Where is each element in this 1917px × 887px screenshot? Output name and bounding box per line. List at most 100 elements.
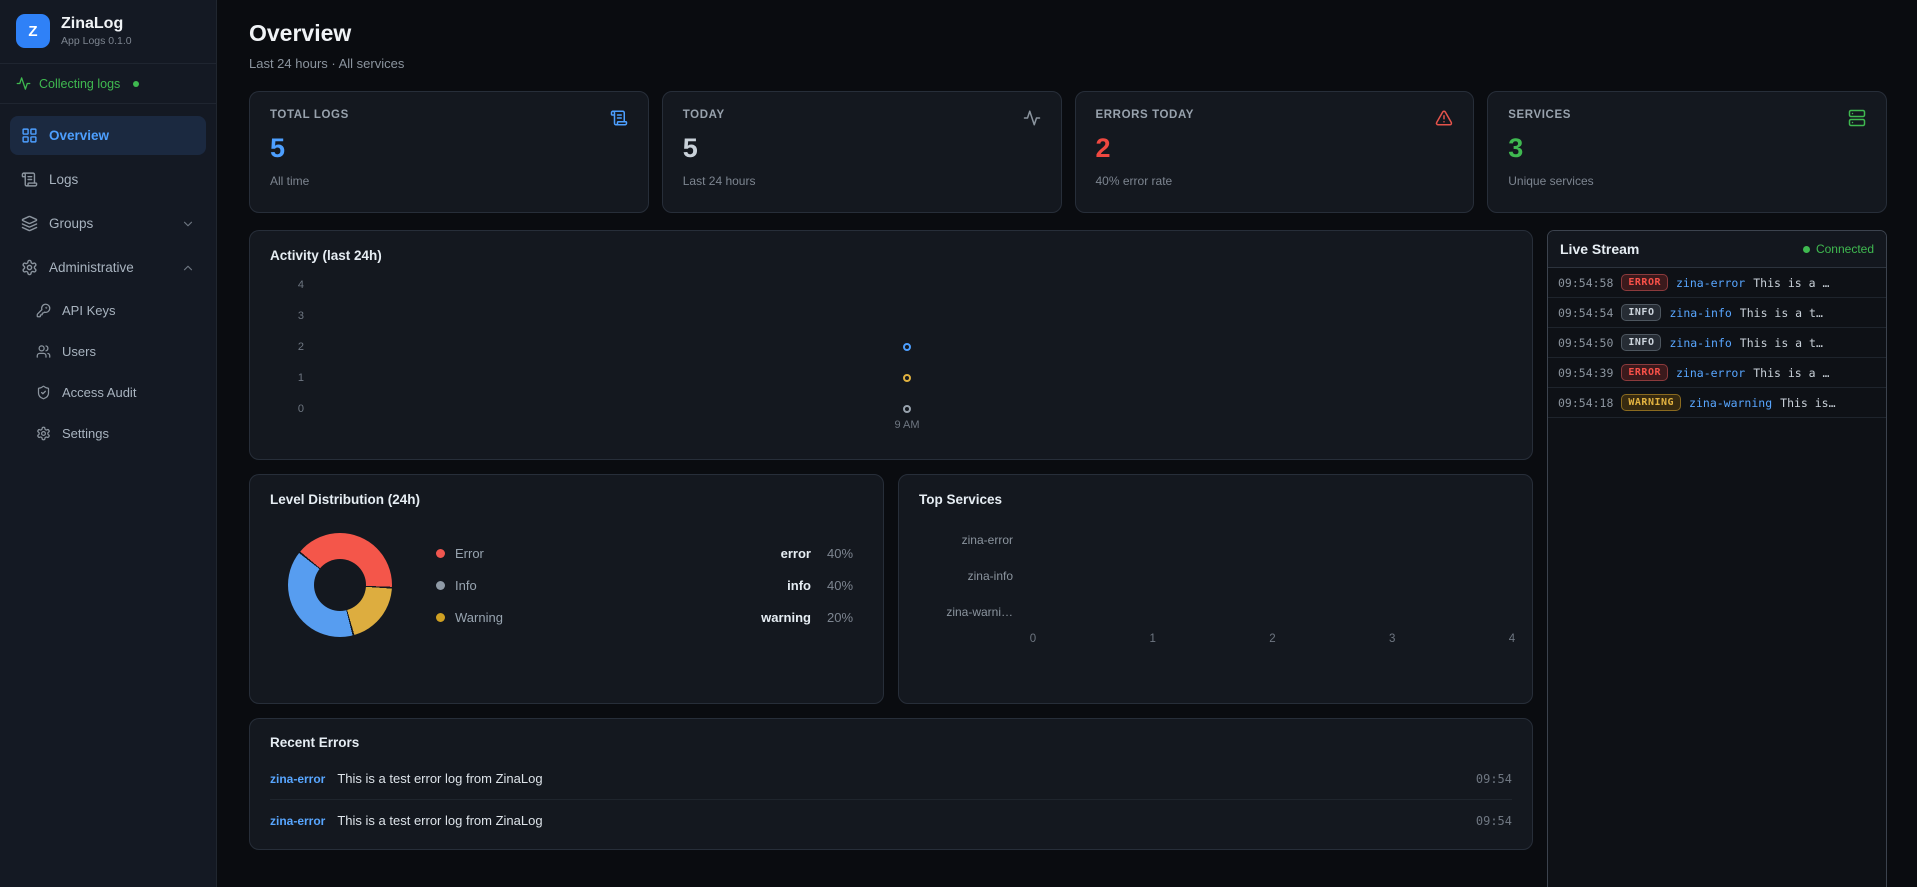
stat-label: ERRORS TODAY <box>1095 109 1195 121</box>
sidebar-item-groups[interactable]: Groups <box>10 204 206 243</box>
collecting-status-label: Collecting logs <box>39 76 121 91</box>
legend-label: Error <box>455 545 484 561</box>
donut-legend: Error Info Warning <box>436 546 503 625</box>
x-axis-tick: 1 <box>1149 633 1156 645</box>
log-row[interactable]: 09:54:58 ERROR zina-error This is a … <box>1548 268 1886 298</box>
error-row[interactable]: zina-error This is a test error log from… <box>270 758 1512 799</box>
service-link[interactable]: zina-error <box>1676 365 1746 380</box>
app-tagline: App Logs 0.1.0 <box>61 35 132 48</box>
service-link[interactable]: zina-info <box>1669 305 1732 320</box>
legend-label: Warning <box>455 609 503 625</box>
sidebar-item-api-keys[interactable]: API Keys <box>10 292 206 328</box>
error-row[interactable]: zina-error This is a test error log from… <box>270 799 1512 841</box>
log-message: This is a t… <box>1739 305 1823 320</box>
summary-key: info <box>787 577 811 593</box>
y-axis-tick: 0 <box>297 403 304 415</box>
service-link[interactable]: zina-error <box>270 771 326 786</box>
sidebar-item-label: Administrative <box>49 260 134 275</box>
x-axis-tick: 0 <box>1029 633 1037 645</box>
activity-icon <box>1023 109 1041 127</box>
live-stream-panel: Live Stream Connected 09:54:58 ERROR zin… <box>1547 230 1887 887</box>
error-message: This is a test error log from ZinaLog <box>337 771 543 786</box>
legend-item-warning: Warning <box>436 610 503 625</box>
bar-label: zina-warni… <box>946 605 1013 619</box>
stat-sublabel: 40% error rate <box>1095 174 1173 188</box>
data-point <box>903 405 911 413</box>
legend-item-error: Error <box>436 546 503 561</box>
log-row[interactable]: 09:54:39 ERROR zina-error This is a … <box>1548 358 1886 388</box>
key-icon <box>36 303 51 318</box>
log-row[interactable]: 09:54:50 INFO zina-info This is a t… <box>1548 328 1886 358</box>
alert-triangle-icon <box>1435 109 1453 127</box>
level-distribution-title: Level Distribution (24h) <box>270 492 421 507</box>
data-point <box>903 374 911 382</box>
y-axis-tick: 1 <box>297 372 304 384</box>
level-donut <box>288 533 392 637</box>
log-message: This is a … <box>1753 275 1830 290</box>
app-name: ZinaLog <box>61 14 124 32</box>
summary-pct: 40% <box>827 577 854 593</box>
log-row[interactable]: 09:54:54 INFO zina-info This is a t… <box>1548 298 1886 328</box>
stats-row: TOTAL LOGS 5 All time TODAY 5 Last 24 ho… <box>249 91 1887 213</box>
sidebar-item-logs[interactable]: Logs <box>10 160 206 199</box>
sidebar-item-access-audit[interactable]: Access Audit <box>10 374 206 410</box>
service-link[interactable]: zina-error <box>270 813 326 828</box>
level-badge: ERROR <box>1621 274 1668 291</box>
pulse-icon <box>16 76 31 91</box>
sidebar-item-users[interactable]: Users <box>10 333 206 369</box>
legend-dot <box>436 612 445 622</box>
summary-key: warning <box>761 609 811 625</box>
activity-chart-title: Activity (last 24h) <box>270 248 382 263</box>
sidebar-item-administrative[interactable]: Administrative <box>10 248 206 287</box>
service-link[interactable]: zina-info <box>1669 335 1732 350</box>
bar-track <box>1023 569 1512 583</box>
log-row[interactable]: 09:54:18 WARNING zina-warning This is… <box>1548 388 1886 418</box>
stat-card-total-logs: TOTAL LOGS 5 All time <box>249 91 649 213</box>
sidebar-item-label: Settings <box>62 425 109 441</box>
chevron-up-icon <box>181 261 195 275</box>
stat-value: 5 <box>682 133 698 163</box>
top-services-title: Top Services <box>919 492 1003 507</box>
app-logo: Z <box>16 14 50 48</box>
users-icon <box>36 344 51 359</box>
level-badge: ERROR <box>1621 364 1668 381</box>
stat-card-today: TODAY 5 Last 24 hours <box>661 91 1062 213</box>
stat-sublabel: Last 24 hours <box>682 174 756 188</box>
log-message: This is a … <box>1753 365 1830 380</box>
live-stream-header: Live Stream Connected <box>1548 231 1886 268</box>
x-axis-tick: 9 AM <box>894 419 920 431</box>
bar-row: zina-info <box>919 569 1512 583</box>
sidebar-item-settings[interactable]: Settings <box>10 415 206 451</box>
stat-value: 5 <box>270 133 286 163</box>
sidebar-item-label: Users <box>62 343 96 359</box>
sidebar-item-label: API Keys <box>62 302 116 318</box>
service-link[interactable]: zina-warning <box>1689 395 1773 410</box>
stat-value: 2 <box>1095 133 1111 163</box>
shield-check-icon <box>36 385 51 400</box>
x-axis-tick: 4 <box>1508 633 1516 645</box>
log-time: 09:54:18 <box>1558 395 1614 410</box>
x-axis-tick: 3 <box>1389 633 1396 645</box>
sidebar-item-label: Groups <box>49 216 94 231</box>
sidebar-item-overview[interactable]: Overview <box>10 116 206 155</box>
error-message: This is a test error log from ZinaLog <box>337 813 543 828</box>
gear-icon <box>21 259 38 276</box>
x-axis-tick: 2 <box>1269 633 1276 645</box>
log-time: 09:54:50 <box>1558 335 1614 350</box>
bar-label: zina-info <box>967 569 1013 583</box>
stat-sublabel: Unique services <box>1508 174 1594 188</box>
stat-label: TODAY <box>682 109 725 121</box>
scroll-icon <box>21 171 38 188</box>
live-stream-rail: Live Stream Connected 09:54:58 ERROR zin… <box>1547 230 1887 887</box>
bar-row: zina-warni… <box>919 605 1512 619</box>
collecting-status: Collecting logs <box>0 64 216 103</box>
summary-row: warning 20% <box>761 610 859 625</box>
stat-label: SERVICES <box>1508 109 1571 121</box>
service-link[interactable]: zina-error <box>1676 275 1746 290</box>
sidebar-item-label: Access Audit <box>62 384 137 400</box>
connection-status: Connected <box>1802 242 1874 256</box>
level-badge: WARNING <box>1621 394 1682 411</box>
bar-track <box>1023 605 1512 619</box>
log-message: This is a t… <box>1739 335 1823 350</box>
log-time: 09:54:54 <box>1558 305 1614 320</box>
